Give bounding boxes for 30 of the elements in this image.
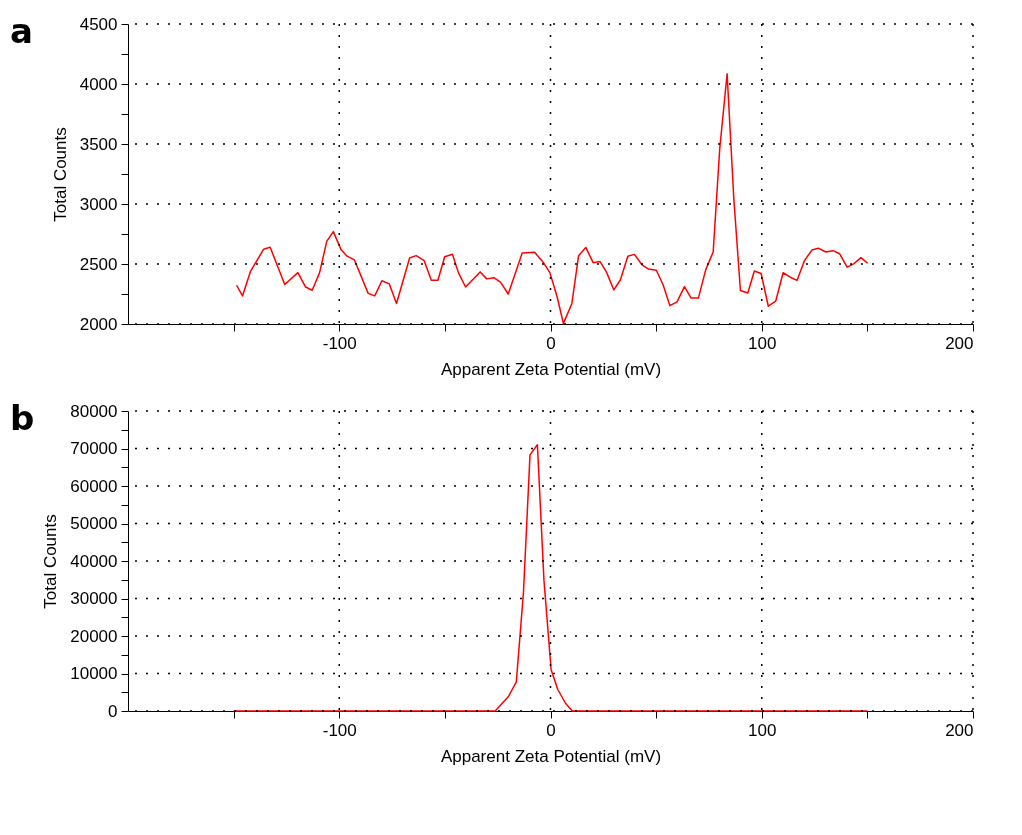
y-tick-label: 70000	[70, 439, 118, 458]
x-axis-title: Apparent Zeta Potential (mV)	[440, 359, 662, 379]
y-tick-label: 50000	[70, 514, 118, 533]
y-tick-label: 20000	[70, 626, 118, 646]
x-tick-label: 100	[748, 333, 777, 353]
x-tick-label: -100	[322, 333, 357, 353]
line-series	[235, 73, 869, 325]
y-tick-label: 3500	[79, 134, 118, 154]
y-tick-label: 30000	[70, 589, 118, 608]
y-tick-label: 0	[108, 701, 118, 721]
y-tick-label: 3000	[79, 194, 118, 214]
y-tick-label: 4500	[79, 14, 118, 34]
y-axis-title: Total Counts	[50, 127, 70, 222]
y-tick-label: 2500	[79, 254, 118, 274]
y-tick-label: 60000	[70, 476, 118, 496]
y-tick-label: 4000	[79, 74, 118, 94]
x-tick-label: 100	[748, 720, 777, 740]
text: a	[10, 11, 33, 51]
x-tick-label: 0	[546, 720, 556, 740]
x-tick-label: 0	[546, 333, 556, 353]
y-tick-label: 10000	[70, 664, 118, 683]
y-axis-title: Total Counts	[41, 514, 61, 609]
y-tick-label: 80000	[70, 401, 118, 421]
x-axis-title: Apparent Zeta Potential (mV)	[440, 746, 662, 766]
y-tick-label: 40000	[70, 551, 118, 571]
text: b	[10, 398, 35, 438]
x-tick-label: 200	[945, 333, 974, 353]
x-tick-label: -100	[322, 720, 357, 740]
y-tick-label: 2000	[79, 314, 118, 334]
x-tick-label: 200	[945, 720, 974, 740]
